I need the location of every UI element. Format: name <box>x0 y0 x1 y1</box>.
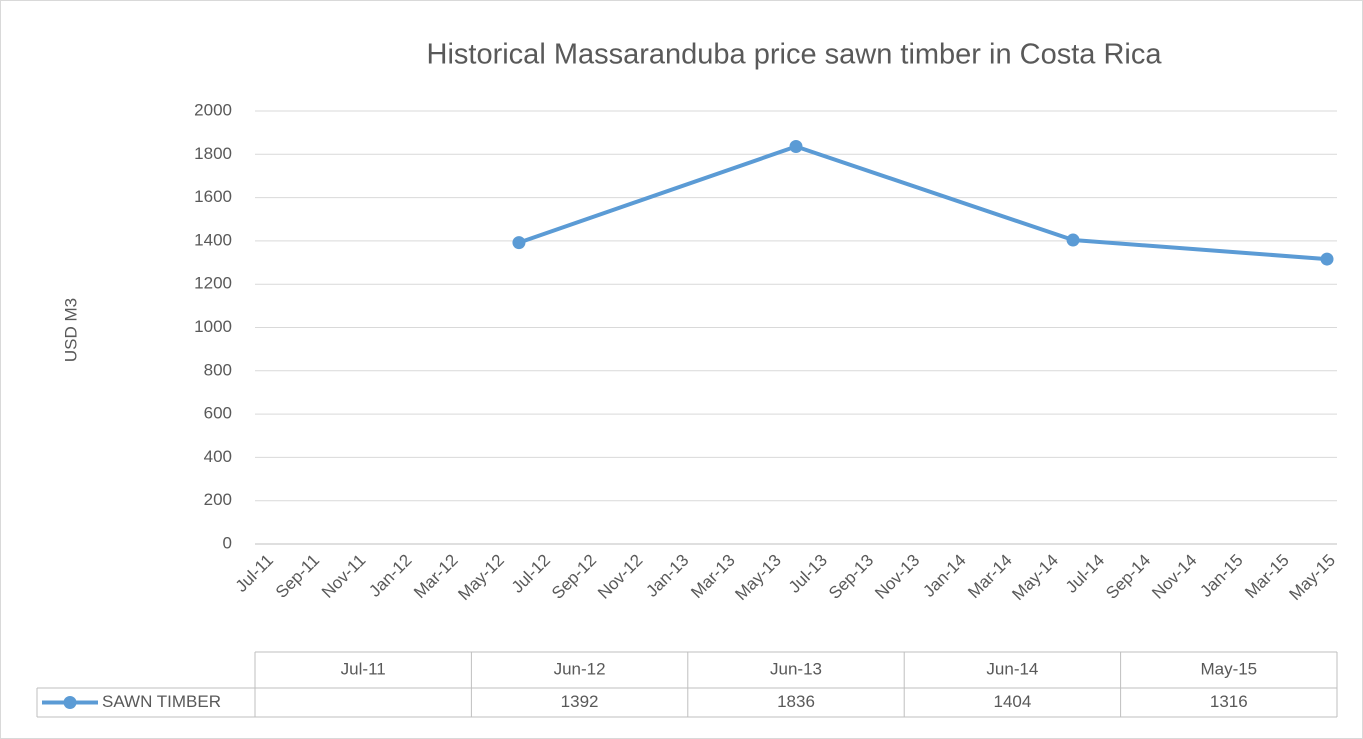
table-cell: 1392 <box>561 692 599 711</box>
table-header: Jul-11 <box>341 659 386 678</box>
chart-title: Historical Massaranduba price sawn timbe… <box>427 39 1163 71</box>
point <box>1320 252 1334 266</box>
y-tick-label: 800 <box>204 360 232 379</box>
y-axis-label: USD M3 <box>61 298 80 362</box>
table-header: Jun-12 <box>554 659 606 678</box>
y-tick-label: 600 <box>204 404 232 423</box>
table-cell: 1404 <box>993 692 1031 711</box>
legend-label: SAWN TIMBER <box>102 692 221 711</box>
table-cell: 1316 <box>1210 692 1248 711</box>
y-tick-label: 1200 <box>194 274 232 293</box>
legend-key-marker <box>63 696 77 709</box>
line <box>518 144 1328 262</box>
y-tick-label: 1600 <box>194 187 232 206</box>
table-cell: 1836 <box>777 692 815 711</box>
point <box>512 236 526 250</box>
y-tick-label: 2000 <box>194 100 232 119</box>
y-tick-label: 1800 <box>194 144 232 163</box>
y-tick-label: 200 <box>204 490 232 509</box>
y-tick-label: 0 <box>223 533 232 552</box>
table-header: Jun-13 <box>770 659 822 678</box>
table-header: Jun-14 <box>986 659 1038 678</box>
table-header: May-15 <box>1200 659 1257 678</box>
y-tick-label: 1000 <box>194 317 232 336</box>
point <box>789 140 803 154</box>
point <box>1066 233 1080 247</box>
y-tick-label: 400 <box>204 447 232 466</box>
y-tick-label: 1400 <box>194 230 232 249</box>
